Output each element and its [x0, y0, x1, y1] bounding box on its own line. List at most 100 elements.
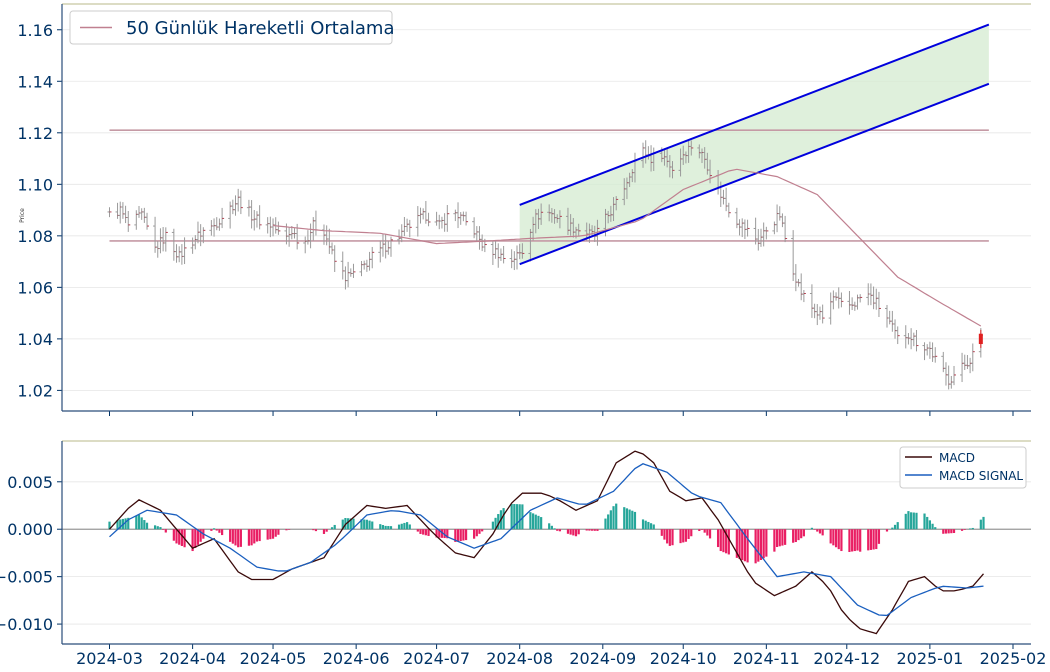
macd-histogram-bar: [379, 524, 381, 529]
macd-histogram-bar: [773, 529, 775, 551]
macd-histogram-bar: [382, 525, 384, 529]
macd-histogram-bar: [776, 529, 778, 547]
macd-histogram-bar: [390, 526, 392, 529]
macd-histogram-bar: [159, 527, 161, 529]
macd-histogram-bar: [894, 525, 896, 529]
macd-xtick-label: 2025-01: [896, 649, 963, 668]
macd-histogram-bar: [848, 529, 850, 552]
macd-histogram-bar: [492, 522, 494, 530]
price-ytick-label: 1.08: [17, 227, 53, 246]
macd-histogram-bar: [218, 529, 220, 533]
macd-histogram-bar: [173, 529, 175, 540]
macd-histogram-bar: [838, 529, 840, 549]
macd-histogram-bar: [540, 517, 542, 529]
macd-histogram-bar: [709, 529, 711, 538]
macd-histogram-bar: [953, 529, 955, 533]
macd-histogram-bar: [717, 529, 719, 547]
macd-xtick-label: 2024-08: [486, 649, 553, 668]
macd-histogram-bar: [642, 519, 644, 529]
macd-histogram-bar: [457, 529, 459, 541]
macd-histogram-bar: [910, 512, 912, 529]
macd-xtick-label: 2025-02: [980, 649, 1047, 668]
macd-panel-bg: [62, 441, 1031, 644]
macd-histogram-bar: [141, 517, 143, 529]
macd-histogram-bar: [323, 529, 325, 534]
macd-histogram-bar: [425, 529, 427, 535]
macd-histogram-bar: [819, 529, 821, 533]
macd-histogram-bar: [586, 529, 588, 530]
macd-histogram-bar: [503, 508, 505, 529]
macd-histogram-bar: [671, 529, 673, 545]
macd-histogram-bar: [607, 514, 609, 529]
macd-histogram-bar: [259, 529, 261, 541]
macd-histogram-bar: [961, 529, 963, 531]
macd-histogram-bar: [398, 525, 400, 530]
macd-histogram-bar: [755, 529, 757, 563]
macd-histogram-bar: [553, 528, 555, 529]
macd-histogram-bar: [792, 529, 794, 543]
macd-histogram-bar: [822, 529, 824, 535]
macd-histogram-bar: [661, 529, 663, 536]
macd-histogram-bar: [197, 529, 199, 545]
macd-histogram-bar: [698, 529, 700, 531]
macd-histogram-bar: [647, 522, 649, 529]
macd-histogram-bar: [897, 522, 899, 529]
macd-histogram-bar: [551, 526, 553, 529]
macd-xtick-label: 2024-10: [650, 649, 717, 668]
macd-histogram-bar: [567, 529, 569, 534]
macd-histogram-bar: [462, 529, 464, 540]
macd-histogram-bar: [422, 529, 424, 534]
macd-histogram-bar: [175, 529, 177, 543]
macd-histogram-bar: [181, 529, 183, 546]
macd-histogram-bar: [687, 529, 689, 539]
macd-histogram-bar: [572, 529, 574, 535]
macd-histogram-bar: [663, 529, 665, 539]
macd-histogram-bar: [213, 528, 215, 529]
macd-histogram-bar: [406, 522, 408, 529]
macd-histogram-bar: [701, 529, 703, 530]
macd-histogram-bar: [629, 510, 631, 530]
price-ytick-label: 1.02: [17, 381, 53, 400]
macd-histogram-bar: [575, 529, 577, 536]
price-ytick-label: 1.12: [17, 124, 53, 143]
macd-histogram-bar: [256, 529, 258, 541]
macd-histogram-bar: [269, 529, 271, 539]
macd-histogram-bar: [478, 529, 480, 534]
macd-histogram-bar: [476, 529, 478, 536]
macd-histogram-bar: [315, 529, 317, 531]
macd-histogram-bar: [312, 529, 314, 530]
macd-ytick-label: 0.000: [7, 520, 53, 539]
macd-histogram-bar: [556, 529, 558, 531]
macd-histogram-bar: [650, 523, 652, 529]
macd-histogram-bar: [851, 529, 853, 551]
macd-histogram-bar: [891, 528, 893, 530]
macd-histogram-bar: [612, 506, 614, 529]
macd-histogram-bar: [682, 529, 684, 542]
macd-histogram-bar: [326, 529, 328, 531]
macd-histogram-bar: [135, 515, 137, 529]
macd-legend-label: MACD SIGNAL: [939, 469, 1023, 483]
macd-histogram-bar: [138, 515, 140, 530]
macd-histogram-bar: [746, 529, 748, 562]
macd-histogram-bar: [157, 526, 159, 529]
macd-histogram-bar: [859, 529, 861, 551]
macd-histogram-bar: [765, 529, 767, 556]
macd-histogram-bar: [690, 529, 692, 536]
macd-histogram-bar: [331, 527, 333, 529]
price-ytick-label: 1.04: [17, 330, 53, 349]
macd-xtick-label: 2024-06: [323, 649, 390, 668]
macd-xtick-label: 2024-12: [813, 649, 880, 668]
last-candle-body: [979, 334, 983, 344]
macd-histogram-bar: [417, 529, 419, 531]
macd-histogram-bar: [385, 526, 387, 529]
macd-histogram-bar: [578, 529, 580, 534]
macd-histogram-bar: [532, 513, 534, 529]
macd-histogram-bar: [210, 529, 212, 531]
macd-histogram-bar: [913, 513, 915, 530]
macd-histogram-bar: [519, 504, 521, 529]
macd-histogram-bar: [803, 529, 805, 536]
price-legend-label: 50 Günlük Hareketli Ortalama: [126, 18, 394, 39]
macd-histogram-bar: [907, 511, 909, 529]
macd-histogram-bar: [856, 529, 858, 550]
